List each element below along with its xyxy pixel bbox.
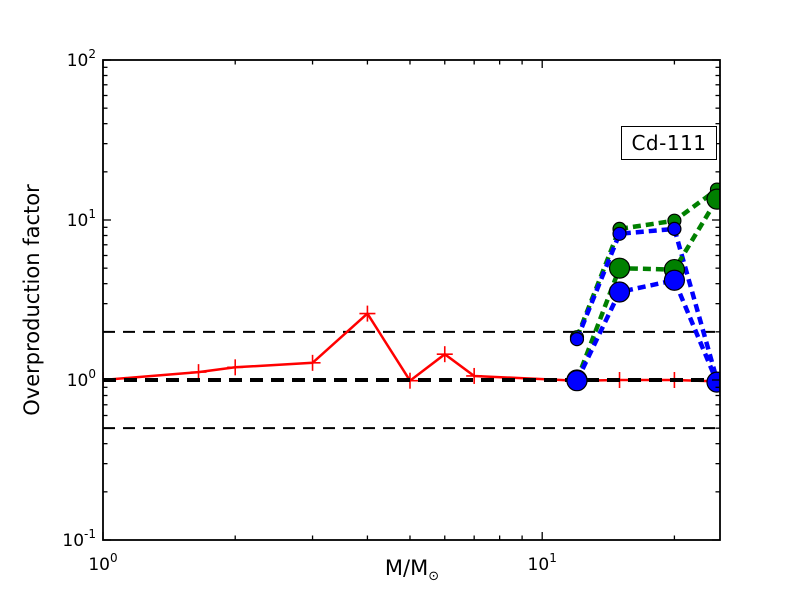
series-line xyxy=(103,311,718,383)
y-tick-label-2: 102 xyxy=(67,47,96,71)
series-line xyxy=(574,187,719,339)
series-line xyxy=(574,226,720,381)
isotope-label-box: Cd-111 xyxy=(621,126,717,160)
y-axis-label: Overproduction factor xyxy=(20,184,44,416)
series-red-solid-line-plus-markers-low-intermed xyxy=(103,305,720,390)
isotope-label: Cd-111 xyxy=(631,131,707,155)
x-tick-label-0: 100 xyxy=(88,551,117,575)
x-axis-label: M/M⊙ xyxy=(384,556,439,583)
circle-marker xyxy=(608,281,631,303)
axes-spines xyxy=(102,59,721,541)
solar-mass-symbol: ⊙ xyxy=(428,569,440,585)
circle-marker xyxy=(566,370,588,392)
circle-marker xyxy=(569,332,585,347)
series-blue-dashed-line-small-circles xyxy=(569,221,720,388)
y-tick-label-1: 101 xyxy=(67,207,96,231)
circle-marker xyxy=(663,269,686,291)
circle-marker xyxy=(612,226,627,241)
series-line xyxy=(574,277,720,383)
circle-marker xyxy=(608,257,631,279)
circle-marker xyxy=(706,371,720,393)
series-green-dashed-line-large-circles xyxy=(566,188,720,391)
series-blue-dashed-line-large-circles xyxy=(566,269,720,393)
circle-marker xyxy=(706,188,720,210)
x-tick-label-1: 101 xyxy=(528,551,557,575)
y-tick-label--1: 10-1 xyxy=(62,527,96,551)
y-tick-label-0: 100 xyxy=(67,367,96,391)
x-axis-label-main: M/M xyxy=(384,556,429,580)
circle-marker xyxy=(667,221,682,236)
series-line xyxy=(574,197,719,381)
axis-ticks xyxy=(102,59,720,541)
